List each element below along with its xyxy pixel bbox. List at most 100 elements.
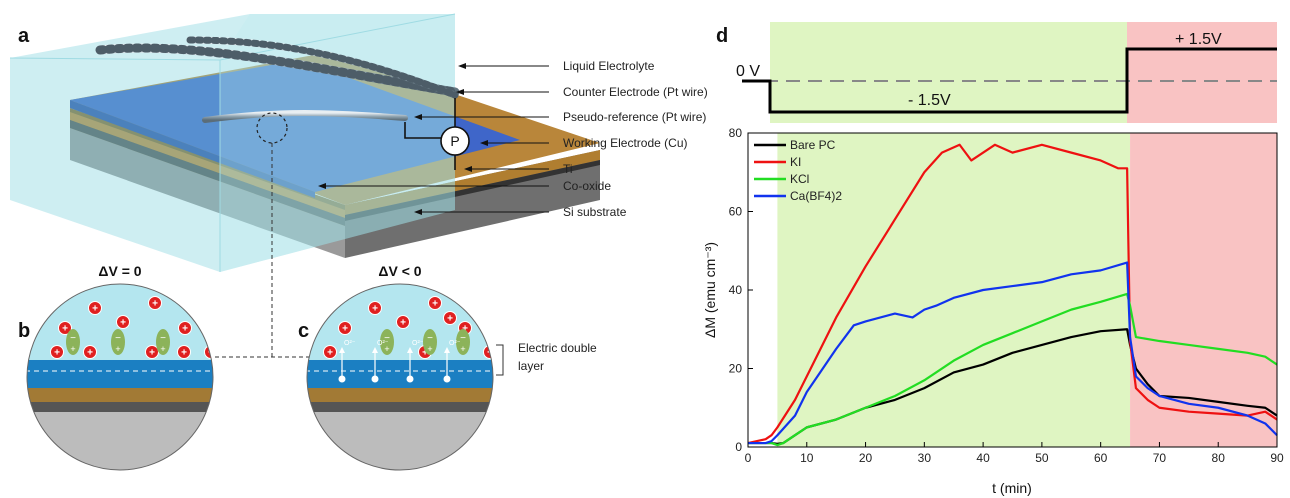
liquid-electrolyte [10, 14, 455, 272]
ti-layer-side [345, 160, 600, 221]
cation [178, 321, 192, 335]
cation [396, 315, 410, 329]
edl-label-line1: Electric double [518, 341, 597, 355]
svg-text:−: − [384, 333, 390, 344]
device-schematic: P [9, 13, 600, 358]
cation [83, 345, 97, 359]
counter-electrode-wire [95, 43, 460, 97]
voltage-waveform [742, 47, 1277, 114]
svg-text:−: − [115, 333, 121, 344]
x-tick-label: 90 [1270, 451, 1284, 465]
series-line-3 [748, 261, 1278, 445]
panel-d-label: d [716, 25, 728, 47]
pos-volt-label: + 1.5V [1175, 31, 1222, 48]
svg-text:+: + [427, 344, 432, 354]
svg-text:+: + [460, 344, 465, 354]
oxygen-vacancy [406, 375, 414, 383]
cation [428, 296, 442, 310]
anion-dipole [423, 329, 437, 355]
svg-text:−: − [160, 333, 166, 344]
legend-label-2: KCl [790, 172, 809, 186]
label-liquid-electrolyte: Liquid Electrolyte [563, 59, 655, 73]
pseudo-reference-wire [186, 36, 459, 99]
y-tick-label: 20 [729, 362, 743, 376]
cation-sign: + [92, 304, 98, 315]
legend-label-3: Ca(BF4)2 [790, 189, 842, 203]
cation-sign: + [422, 348, 428, 359]
cation-sign: + [432, 299, 438, 310]
anion-dipole [111, 329, 125, 355]
legend-label-1: KI [790, 155, 801, 169]
oxygen-ion-label: O²⁻ [377, 340, 389, 347]
series-line-1 [747, 143, 1278, 445]
cation-sign: + [149, 348, 155, 359]
neg-bias-region [770, 22, 1127, 123]
svg-text:−: − [427, 333, 433, 344]
shaded-region-0 [777, 133, 1131, 447]
cation [323, 345, 337, 359]
cation [145, 345, 159, 359]
label-working-electrode: Working Electrode (Cu) [563, 136, 688, 150]
pos-bias-region [1127, 22, 1277, 123]
anion-dipole [380, 329, 394, 355]
label-pseudo-reference: Pseudo-reference (Pt wire) [563, 110, 706, 124]
zero-volt-label: 0 V [736, 63, 760, 80]
edl-bracket [496, 344, 504, 376]
x-tick-label: 70 [1153, 451, 1167, 465]
cation-sign: + [182, 324, 188, 335]
cation [177, 345, 191, 359]
circle-c-title: ΔV < 0 [378, 263, 421, 279]
anion-dipole [456, 329, 470, 355]
x-tick-label: 10 [800, 451, 814, 465]
second-pt-wire [202, 110, 408, 123]
x-tick-label: 30 [918, 451, 932, 465]
cation-sign: + [181, 348, 187, 359]
oxygen-ion-label: O²⁻ [344, 340, 356, 347]
cation-sign: + [87, 348, 93, 359]
neg-volt-label: - 1.5V [908, 92, 951, 109]
zoom-circle [256, 112, 288, 144]
oxygen-ion-label: O²⁻ [412, 340, 424, 347]
cation-sign: + [400, 318, 406, 329]
cation [338, 321, 352, 335]
label-si-substrate: Si substrate [563, 205, 627, 219]
y-axis-label: ΔM (emu cm⁻³) [702, 242, 718, 338]
voltage-profile [742, 22, 1277, 123]
cation-sign: + [327, 348, 333, 359]
legend-label-0: Bare PC [790, 138, 836, 152]
edl-label-line2: layer [518, 359, 544, 373]
cation-sign: + [372, 304, 378, 315]
oxygen-vacancy [443, 375, 451, 383]
co-oxide-edge [70, 100, 315, 198]
ti-layer-front [70, 120, 345, 226]
svg-text:−: − [70, 333, 76, 344]
shaded-region-1 [1130, 133, 1277, 447]
oxygen-vacancy [338, 375, 346, 383]
oxygen-vacancy [371, 375, 379, 383]
cation-sign: + [342, 324, 348, 335]
cation [88, 301, 102, 315]
svg-text:−: − [460, 333, 466, 344]
panel-b-label: b [18, 320, 30, 342]
cation-sign: + [62, 324, 68, 335]
cu-layer-side [345, 150, 600, 215]
cation-sign: + [152, 299, 158, 310]
svg-text:+: + [160, 344, 165, 354]
y-tick-label: 0 [735, 440, 742, 454]
cation [148, 296, 162, 310]
cation [58, 321, 72, 335]
panel-c-label: c [298, 320, 309, 342]
cation-sign: + [447, 314, 453, 325]
cation [50, 345, 64, 359]
co-oxide-top [70, 60, 520, 192]
cation-sign: + [120, 318, 126, 329]
label-co-oxide: Co-oxide [563, 179, 611, 193]
si-layer-front [70, 128, 345, 258]
x-tick-label: 80 [1212, 451, 1226, 465]
cation [116, 315, 130, 329]
series-line-2 [748, 292, 1278, 447]
anion-dipole [156, 329, 170, 355]
circle-b-zoom: + +++ ++ ++ + +−+−+−+ [27, 284, 213, 470]
x-tick-label: 0 [745, 451, 752, 465]
